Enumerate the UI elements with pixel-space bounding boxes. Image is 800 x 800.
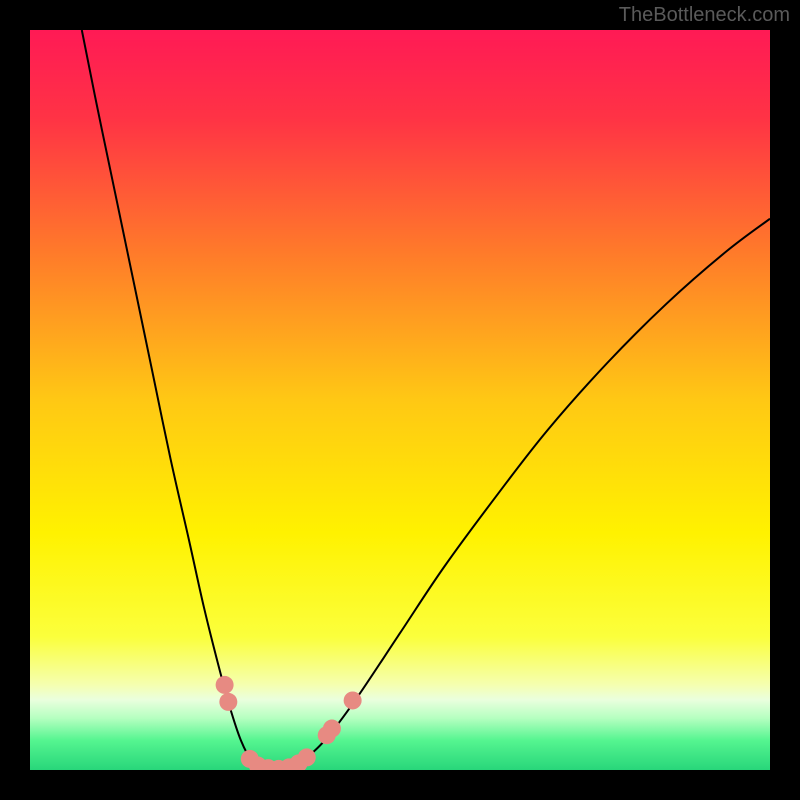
chart-svg bbox=[30, 30, 770, 770]
data-marker bbox=[216, 676, 234, 694]
chart-background bbox=[30, 30, 770, 770]
data-marker bbox=[344, 691, 362, 709]
chart-area bbox=[30, 30, 770, 770]
data-marker bbox=[298, 748, 316, 766]
watermark-text: TheBottleneck.com bbox=[619, 4, 790, 27]
data-marker bbox=[323, 720, 341, 738]
data-marker bbox=[219, 693, 237, 711]
